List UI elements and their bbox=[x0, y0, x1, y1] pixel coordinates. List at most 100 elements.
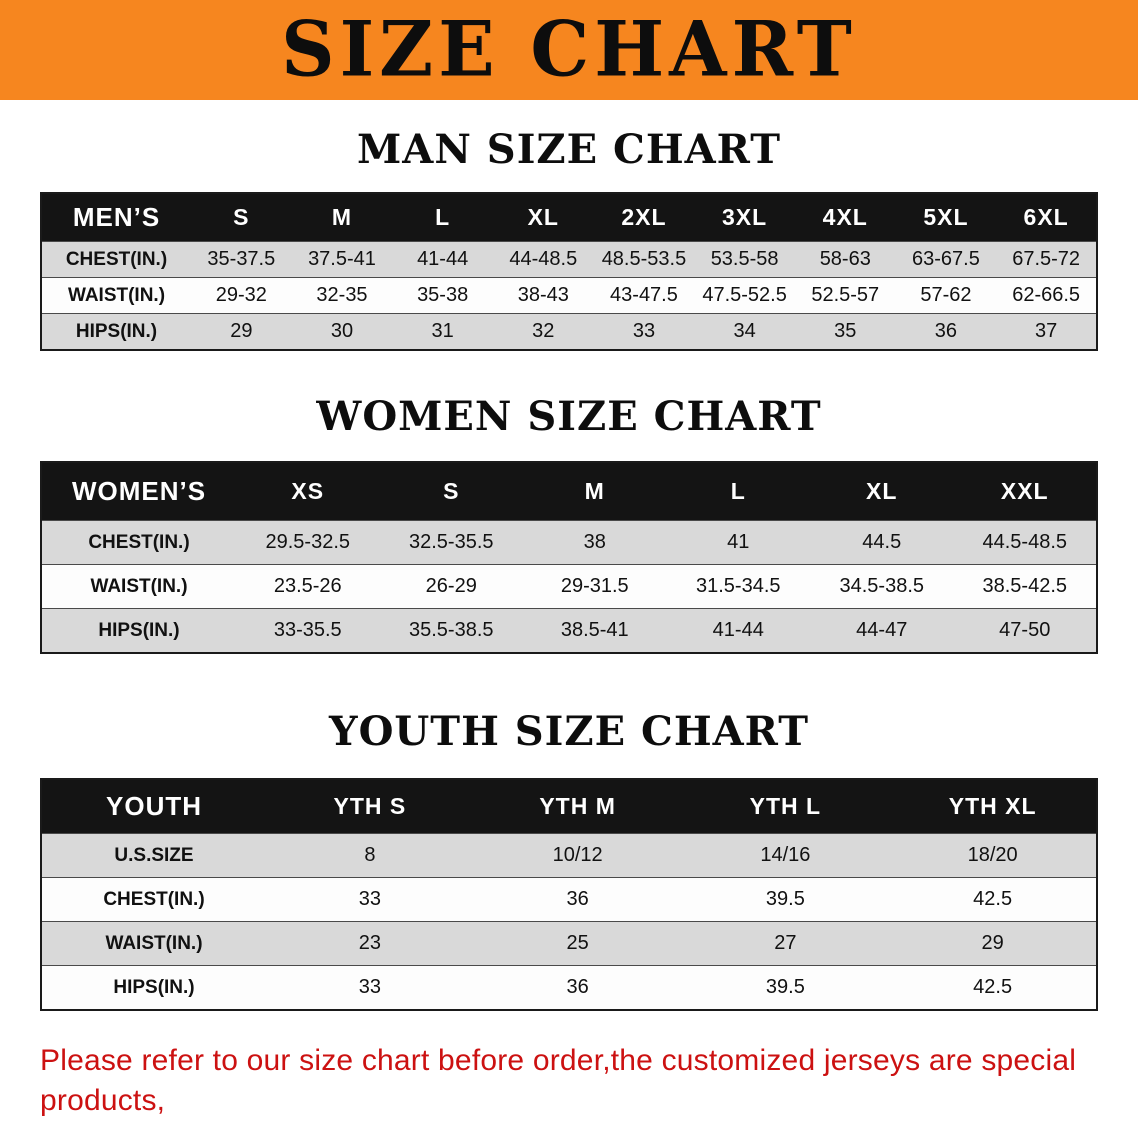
table-title-cell: YOUTH bbox=[106, 791, 202, 821]
value-cell: 35-37.5 bbox=[191, 241, 292, 278]
row-label-cell: HIPS(IN.) bbox=[41, 313, 191, 350]
women-size-section: WOMEN SIZE CHART WOMEN’S XS S M L XL XXL CHEST(… bbox=[0, 393, 1138, 654]
size-header-cell: YTH XL bbox=[948, 793, 1037, 819]
value-cell: 27 bbox=[681, 921, 890, 966]
size-header-cell: 3XL bbox=[722, 204, 768, 230]
value-cell: 47.5-52.5 bbox=[694, 277, 795, 314]
value-cell: 36 bbox=[473, 877, 682, 922]
value-cell: 41-44 bbox=[666, 608, 810, 653]
value-cell: 57-62 bbox=[895, 277, 997, 314]
value-cell: 33 bbox=[266, 965, 474, 1010]
value-cell: 41-44 bbox=[392, 241, 493, 278]
value-cell: 8 bbox=[266, 833, 474, 878]
value-cell: 42.5 bbox=[889, 877, 1097, 922]
notice-line-2: we don't accept cancel, change, teturn o… bbox=[40, 1127, 1098, 1132]
value-cell: 29 bbox=[889, 921, 1097, 966]
row-label-cell: WAIST(IN.) bbox=[41, 277, 191, 314]
value-cell: 37.5-41 bbox=[291, 241, 393, 278]
value-cell: 32.5-35.5 bbox=[379, 520, 523, 565]
value-cell: 44.5 bbox=[810, 520, 954, 565]
table-row: WAIST(IN.) 23.5-26 26-29 29-31.5 31.5-34.5 34… bbox=[41, 564, 1097, 609]
value-cell: 35-38 bbox=[392, 277, 493, 314]
size-header-cell: 6XL bbox=[1023, 204, 1069, 230]
table-row: WAIST(IN.) 29-32 32-35 35-38 38-43 43-47.5 47.… bbox=[41, 277, 1097, 314]
value-cell: 34 bbox=[694, 313, 795, 350]
value-cell: 63-67.5 bbox=[895, 241, 997, 278]
value-cell: 26-29 bbox=[379, 564, 523, 609]
value-cell: 48.5-53.5 bbox=[593, 241, 695, 278]
row-label-cell: HIPS(IN.) bbox=[41, 965, 266, 1010]
value-cell: 38-43 bbox=[492, 277, 594, 314]
value-cell: 58-63 bbox=[794, 241, 896, 278]
size-header-cell: M bbox=[584, 478, 605, 504]
youth-section-heading: YOUTH SIZE CHART bbox=[329, 708, 809, 755]
value-cell: 23.5-26 bbox=[236, 564, 380, 609]
table-title-cell: MEN’S bbox=[72, 202, 161, 232]
value-cell: 32 bbox=[492, 313, 594, 350]
size-header-cell: 4XL bbox=[822, 204, 868, 230]
table-row: HIPS(IN.) 33-35.5 35.5-38.5 38.5-41 41-44 44-… bbox=[41, 608, 1097, 653]
value-cell: 44.5-48.5 bbox=[953, 520, 1097, 565]
size-header-cell: YTH L bbox=[749, 793, 822, 819]
page-title: SIZE CHART bbox=[281, 6, 857, 94]
value-cell: 42.5 bbox=[889, 965, 1097, 1010]
youth-size-section: YOUTH SIZE CHART YOUTH YTH S YTH M YTH L YTH… bbox=[0, 708, 1138, 1011]
row-label-cell: WAIST(IN.) bbox=[41, 564, 236, 609]
value-cell: 38.5-41 bbox=[523, 608, 667, 653]
size-header-cell: 5XL bbox=[923, 204, 969, 230]
value-cell: 38.5-42.5 bbox=[953, 564, 1097, 609]
value-cell: 35 bbox=[794, 313, 896, 350]
value-cell: 52.5-57 bbox=[794, 277, 896, 314]
value-cell: 31.5-34.5 bbox=[666, 564, 810, 609]
table-row: HIPS(IN.) 33 36 39.5 42.5 bbox=[41, 965, 1097, 1010]
table-row: U.S.SIZE 8 10/12 14/16 18/20 bbox=[41, 833, 1097, 878]
value-cell: 38 bbox=[523, 520, 667, 565]
value-cell: 33 bbox=[266, 877, 474, 922]
footer-notice: Please refer to our size chart before or… bbox=[40, 1041, 1098, 1132]
table-header-row: MEN’S S M L XL 2XL 3XL 4XL 5XL 6XL bbox=[41, 193, 1097, 242]
value-cell: 25 bbox=[473, 921, 682, 966]
size-header-cell: 2XL bbox=[621, 204, 667, 230]
value-cell: 32-35 bbox=[291, 277, 393, 314]
value-cell: 39.5 bbox=[681, 965, 890, 1010]
value-cell: 30 bbox=[291, 313, 393, 350]
value-cell: 29-31.5 bbox=[523, 564, 667, 609]
row-label-cell: CHEST(IN.) bbox=[41, 241, 191, 278]
banner: SIZE CHART bbox=[0, 0, 1138, 100]
notice-line-1: Please refer to our size chart before or… bbox=[40, 1044, 1077, 1117]
size-header-cell: XL bbox=[527, 204, 559, 230]
table-row: CHEST(IN.) 29.5-32.5 32.5-35.5 38 41 44.5 44.5… bbox=[41, 520, 1097, 565]
value-cell: 41 bbox=[666, 520, 810, 565]
women-section-heading: WOMEN SIZE CHART bbox=[316, 393, 822, 440]
row-label-cell: HIPS(IN.) bbox=[41, 608, 236, 653]
value-cell: 47-50 bbox=[953, 608, 1097, 653]
men-size-table: MEN’S S M L XL 2XL 3XL 4XL 5XL 6XL CHEST(IN.) 35-37… bbox=[40, 192, 1098, 351]
value-cell: 34.5-38.5 bbox=[810, 564, 954, 609]
value-cell: 14/16 bbox=[681, 833, 890, 878]
value-cell: 53.5-58 bbox=[694, 241, 795, 278]
row-label-cell: CHEST(IN.) bbox=[41, 877, 266, 922]
men-size-section: MAN SIZE CHART MEN’S S M L XL 2XL 3XL 4XL 5XL 6XL… bbox=[0, 126, 1138, 351]
value-cell: 36 bbox=[473, 965, 682, 1010]
size-header-cell: M bbox=[331, 204, 353, 230]
value-cell: 18/20 bbox=[889, 833, 1097, 878]
size-header-cell: S bbox=[443, 478, 460, 504]
youth-size-table: YOUTH YTH S YTH M YTH L YTH XL U.S.SIZE 8 10/12… bbox=[40, 778, 1098, 1011]
value-cell: 39.5 bbox=[681, 877, 890, 922]
table-header-row: WOMEN’S XS S M L XL XXL bbox=[41, 462, 1097, 521]
value-cell: 29.5-32.5 bbox=[236, 520, 380, 565]
table-row: CHEST(IN.) 33 36 39.5 42.5 bbox=[41, 877, 1097, 922]
value-cell: 43-47.5 bbox=[593, 277, 695, 314]
value-cell: 33-35.5 bbox=[236, 608, 380, 653]
size-header-cell: L bbox=[730, 478, 746, 504]
size-header-cell: S bbox=[233, 204, 250, 230]
value-cell: 62-66.5 bbox=[996, 277, 1097, 314]
size-header-cell: YTH S bbox=[333, 793, 407, 819]
value-cell: 35.5-38.5 bbox=[379, 608, 523, 653]
row-label-cell: U.S.SIZE bbox=[41, 833, 266, 878]
value-cell: 29 bbox=[191, 313, 292, 350]
value-cell: 36 bbox=[895, 313, 997, 350]
value-cell: 44-48.5 bbox=[492, 241, 594, 278]
value-cell: 33 bbox=[593, 313, 695, 350]
